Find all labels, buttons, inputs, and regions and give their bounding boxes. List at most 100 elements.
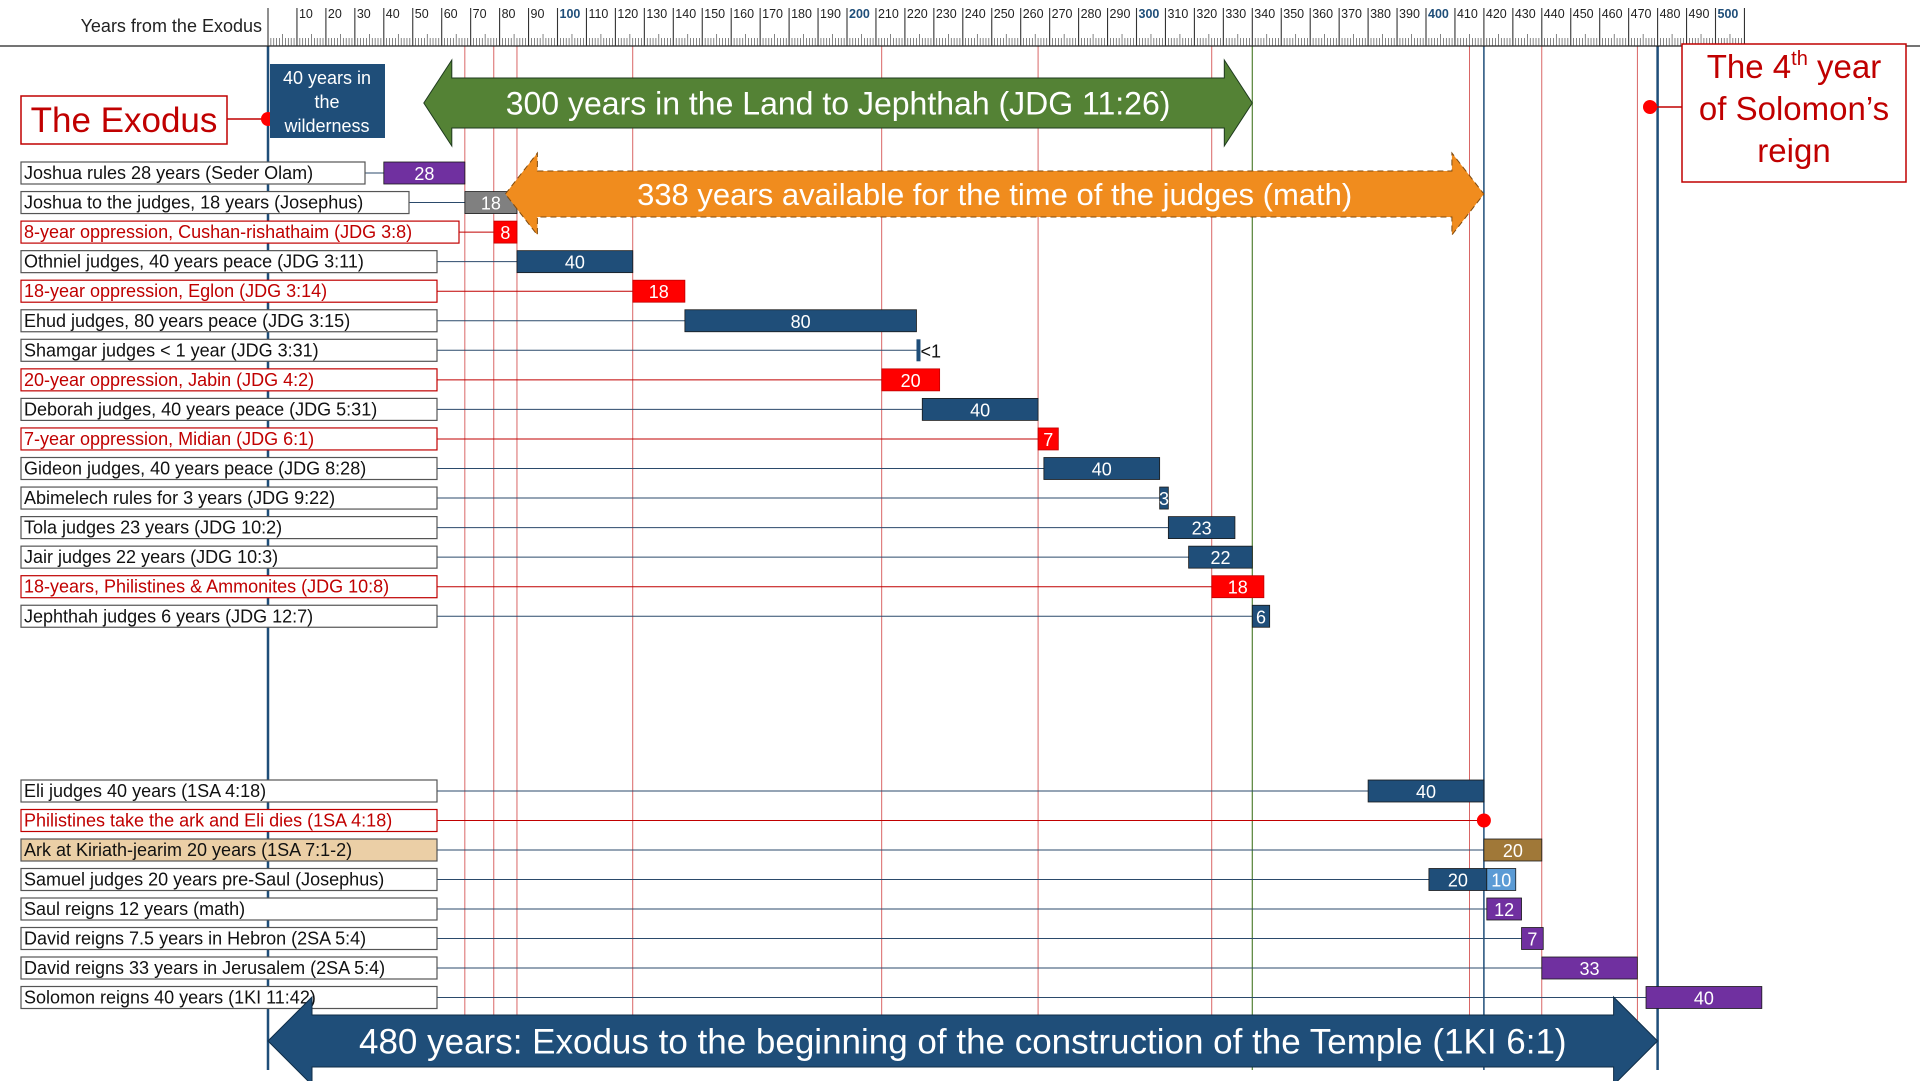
bar-label: 23: [1192, 519, 1212, 539]
tick-label: 290: [1110, 7, 1131, 21]
tick-label: 80: [502, 7, 516, 21]
row-label-box: [20, 604, 438, 628]
bar-label: 33: [1580, 959, 1600, 979]
row-label: Tola judges 23 years (JDG 10:2): [24, 518, 282, 538]
row-label-box: [20, 368, 438, 392]
tick-label: 470: [1631, 7, 1652, 21]
row-label: 7-year oppression, Midian (JDG 6:1): [24, 429, 314, 449]
row-label: Abimelech rules for 3 years (JDG 9:22): [24, 488, 335, 508]
bar: [383, 161, 466, 185]
tick-label: 390: [1399, 7, 1420, 21]
banner-arrow: [267, 995, 1659, 1086]
wilderness-box: [270, 64, 385, 138]
row-label-box: [20, 808, 438, 833]
row-label-box: [20, 575, 438, 599]
bar: [921, 397, 1039, 421]
tick-label: 70: [473, 7, 487, 21]
row-label-box: [20, 456, 438, 481]
tick-label: 60: [444, 7, 458, 21]
row-label-box: [20, 309, 438, 333]
row-label: Ehud judges, 80 years peace (JDG 3:15): [24, 311, 350, 331]
tick-label: 420: [1486, 7, 1507, 21]
tick-label: 40: [386, 7, 400, 21]
tick-label: 370: [1341, 7, 1362, 21]
bar: [916, 339, 921, 362]
solomon-line-1: The 4th year: [1707, 48, 1881, 85]
tick-label: 350: [1283, 7, 1304, 21]
row-label-box: [20, 250, 438, 274]
tick-label: 490: [1689, 7, 1710, 21]
tick-label: 170: [762, 7, 783, 21]
tick-label: 360: [1312, 7, 1333, 21]
banner-label: 300 years in the Land to Jephthah (JDG 1…: [506, 86, 1171, 122]
bar-label: 40: [565, 253, 585, 273]
tick-label: 480: [1660, 7, 1681, 21]
tick-label: 320: [1196, 7, 1217, 21]
row-label-box: [20, 838, 438, 862]
tick-label: 460: [1602, 7, 1623, 21]
tick-label: 330: [1225, 7, 1246, 21]
wilderness-line-1: 40 years in: [283, 68, 371, 88]
bar: [684, 309, 917, 333]
row-label: Othniel judges, 40 years peace (JDG 3:11…: [24, 252, 364, 272]
bar: [493, 220, 518, 244]
bar: [1043, 457, 1161, 480]
row-label: David reigns 7.5 years in Hebron (2SA 5:…: [24, 929, 366, 949]
bar: [1159, 486, 1169, 510]
row-label: Samuel judges 20 years pre-Saul (Josephu…: [24, 870, 384, 890]
row-label-box: [20, 897, 438, 921]
row-label-box: [20, 779, 438, 803]
bar-label: 20: [1448, 871, 1468, 891]
row-label: Eli judges 40 years (1SA 4:18): [24, 781, 266, 801]
solomon-annotation-box: [1681, 43, 1907, 183]
tick-label: 30: [357, 7, 371, 21]
row-label: Joshua rules 28 years (Seder Olam): [24, 163, 313, 183]
tick-label: 410: [1457, 7, 1478, 21]
tick-label: 240: [965, 7, 986, 21]
tick-label: 280: [1081, 7, 1102, 21]
tick-label: 260: [1023, 7, 1044, 21]
row-label: Deborah judges, 40 years peace (JDG 5:31…: [24, 399, 377, 419]
bar: [1037, 427, 1059, 451]
solomon-line-3: reign: [1757, 132, 1830, 169]
bar-label: 22: [1210, 548, 1230, 568]
tick-label: 310: [1167, 7, 1188, 21]
bar-label: 6: [1256, 607, 1266, 627]
bar: [1367, 779, 1485, 803]
row-label-box: [20, 926, 438, 951]
bar-label: 7: [1527, 930, 1537, 950]
tick-label: 180: [791, 7, 812, 21]
bar-label: 20: [901, 371, 921, 391]
row-label: 18-years, Philistines & Ammonites (JDG 1…: [24, 577, 389, 597]
row-label: Solomon reigns 40 years (1KI 11:42): [24, 988, 316, 1008]
axis-label: Years from the Exodus: [81, 16, 262, 36]
bar-label: 80: [791, 312, 811, 332]
wilderness-line-2: the: [314, 92, 339, 112]
tick-label: 190: [820, 7, 841, 21]
row-label-box: [20, 867, 438, 892]
row-label-box: [20, 486, 438, 510]
row-label: Joshua to the judges, 18 years (Josephus…: [24, 193, 363, 213]
banner-label: 338 years available for the time of the …: [637, 177, 1352, 212]
row-label-box: [20, 397, 438, 421]
exodus-label-box: [20, 95, 228, 145]
tick-label: 340: [1254, 7, 1275, 21]
row-label: Jair judges 22 years (JDG 10:3): [24, 547, 278, 567]
bar-label: 7: [1043, 430, 1053, 450]
row-label: Philistines take the ark and Eli dies (1…: [24, 811, 392, 831]
bar-label: 10: [1491, 871, 1511, 891]
tick-label: 300: [1139, 7, 1160, 21]
tick-label: 250: [994, 7, 1015, 21]
tick-label: 150: [704, 7, 725, 21]
row-label: Ark at Kiriath-jearim 20 years (1SA 7:1-…: [24, 840, 352, 860]
tick-label: 430: [1515, 7, 1536, 21]
solomon-marker: [1643, 100, 1657, 114]
wilderness-line-3: wilderness: [283, 116, 369, 136]
bar: [1188, 545, 1253, 569]
tick-label: 130: [646, 7, 667, 21]
bar-label: 18: [1228, 578, 1248, 598]
tick-label: 270: [1052, 7, 1073, 21]
bar-label: 40: [1694, 989, 1714, 1009]
row-label-box: [20, 545, 438, 569]
